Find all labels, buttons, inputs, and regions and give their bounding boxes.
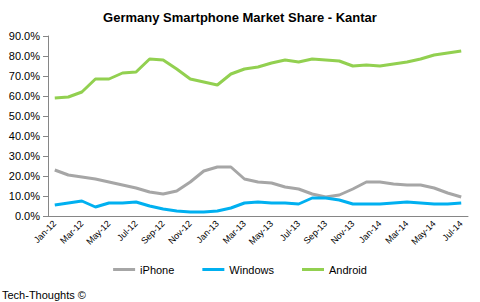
svg-text:30.0%: 30.0% (9, 150, 40, 162)
svg-text:0.0%: 0.0% (15, 210, 40, 222)
svg-text:Nov-12: Nov-12 (166, 218, 194, 246)
svg-text:40.0%: 40.0% (9, 130, 40, 142)
svg-text:Jan-13: Jan-13 (194, 218, 221, 245)
svg-text:Jul-14: Jul-14 (440, 218, 464, 242)
svg-text:Germany Smartphone Market Shar: Germany Smartphone Market Share - Kantar (103, 10, 377, 25)
svg-text:Sep-13: Sep-13 (302, 218, 330, 246)
svg-text:Android: Android (329, 264, 367, 276)
svg-text:Jul-12: Jul-12 (115, 218, 139, 242)
svg-text:Jan-14: Jan-14 (357, 218, 384, 245)
svg-text:Jan-12: Jan-12 (32, 218, 59, 245)
svg-text:May-13: May-13 (247, 218, 275, 246)
svg-text:80.0%: 80.0% (9, 50, 40, 62)
svg-text:May-12: May-12 (84, 218, 112, 246)
svg-text:Sep-12: Sep-12 (139, 218, 167, 246)
svg-text:Mar-14: Mar-14 (383, 218, 410, 245)
svg-text:60.0%: 60.0% (9, 90, 40, 102)
svg-text:Jul-13: Jul-13 (278, 218, 302, 242)
svg-text:Mar-12: Mar-12 (58, 218, 85, 245)
svg-text:10.0%: 10.0% (9, 190, 40, 202)
svg-text:20.0%: 20.0% (9, 170, 40, 182)
svg-text:90.0%: 90.0% (9, 30, 40, 42)
svg-text:Nov-13: Nov-13 (329, 218, 357, 246)
svg-text:50.0%: 50.0% (9, 110, 40, 122)
svg-text:70.0%: 70.0% (9, 70, 40, 82)
svg-text:iPhone: iPhone (140, 264, 174, 276)
svg-text:Windows: Windows (229, 264, 274, 276)
svg-text:May-14: May-14 (409, 218, 437, 246)
svg-text:Mar-13: Mar-13 (221, 218, 248, 245)
svg-text:Tech-Thoughts ©: Tech-Thoughts © (2, 289, 86, 301)
